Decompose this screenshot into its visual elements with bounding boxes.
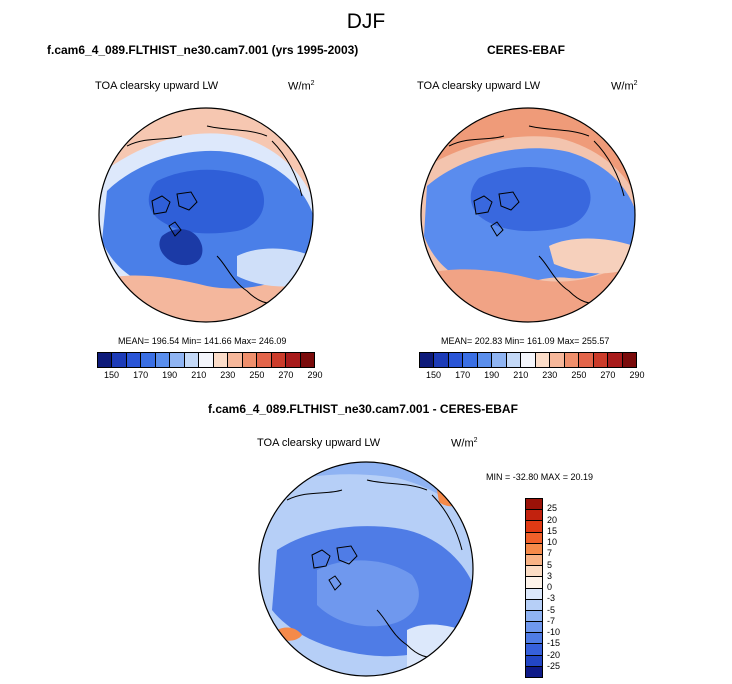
colorbar-swatch	[579, 353, 594, 367]
model-colorbar-ticks: 150 170 190 210 230 250 270 290	[97, 370, 323, 382]
obs-panel-title: CERES-EBAF	[487, 43, 566, 57]
colorbar-swatch	[242, 353, 258, 367]
obs-colorbar-ticks: 150 170 190 210 230 250 270 290	[419, 370, 645, 382]
colorbar-tick-label: 150	[426, 370, 442, 380]
diff-colorbar-ticks: 25 20 15 10 7 5 3 0 -3 -5 -7 -10 -15 -20 -25	[547, 498, 587, 676]
colorbar-tick-label: 15	[547, 525, 558, 536]
colorbar-tick-label: -10	[547, 627, 561, 637]
colorbar-swatch	[526, 633, 542, 645]
colorbar-tick-label: 190	[162, 370, 178, 380]
colorbar-swatch	[526, 521, 542, 533]
colorbar-swatch	[228, 353, 243, 367]
colorbar-tick-label: 210	[191, 370, 207, 380]
colorbar-swatch	[170, 353, 185, 367]
obs-variable-label: TOA clearsky upward LW	[417, 80, 541, 92]
colorbar-swatch	[526, 655, 542, 667]
model-colorbar	[97, 352, 315, 368]
colorbar-swatch	[420, 353, 435, 367]
colorbar-swatch	[199, 353, 214, 367]
colorbar-tick-label: 3	[547, 570, 553, 581]
colorbar-swatch	[155, 353, 171, 367]
colorbar-swatch	[448, 353, 464, 367]
colorbar-tick-label: -5	[547, 604, 556, 615]
colorbar-swatch	[526, 543, 542, 555]
colorbar-swatch	[271, 353, 287, 367]
colorbar-tick-label: 270	[278, 370, 294, 380]
model-polar-map	[98, 107, 314, 323]
model-stats: MEAN= 196.54 Min= 141.66 Max= 246.09	[118, 336, 287, 346]
colorbar-swatch	[526, 666, 542, 677]
colorbar-swatch	[526, 566, 542, 578]
colorbar-swatch	[492, 353, 507, 367]
colorbar-swatch	[477, 353, 493, 367]
colorbar-swatch	[608, 353, 623, 367]
obs-stats: MEAN= 202.83 Min= 161.09 Max= 255.57	[441, 336, 610, 346]
diff-panel-title: f.cam6_4_089.FLTHIST_ne30.cam7.001 - CER…	[208, 402, 518, 416]
colorbar-tick-label: 290	[307, 370, 323, 380]
colorbar-swatch	[535, 353, 551, 367]
model-panel-title: f.cam6_4_089.FLTHIST_ne30.cam7.001 (yrs …	[47, 43, 359, 57]
colorbar-swatch	[526, 599, 542, 611]
colorbar-swatch	[286, 353, 301, 367]
colorbar-tick-label: 0	[547, 582, 553, 592]
colorbar-swatch	[112, 353, 127, 367]
colorbar-swatch	[184, 353, 200, 367]
colorbar-swatch	[141, 353, 156, 367]
diff-polar-map	[258, 461, 474, 677]
model-variable-label: TOA clearsky upward LW	[95, 80, 219, 92]
colorbar-swatch	[521, 353, 536, 367]
colorbar-swatch	[506, 353, 522, 367]
colorbar-swatch	[257, 353, 272, 367]
diff-units-label: W/m2	[451, 437, 478, 450]
obs-polar-map	[420, 107, 636, 323]
colorbar-tick-label: 230	[220, 370, 236, 380]
diff-variable-label: TOA clearsky upward LW	[257, 437, 381, 449]
colorbar-swatch	[526, 622, 542, 634]
figure-title: DJF	[346, 10, 386, 33]
colorbar-swatch	[526, 532, 542, 544]
colorbar-swatch	[463, 353, 478, 367]
colorbar-tick-label: 20	[547, 514, 558, 525]
colorbar-swatch	[526, 510, 542, 522]
colorbar-swatch	[526, 644, 542, 656]
colorbar-swatch	[526, 588, 542, 600]
colorbar-tick-label: 270	[600, 370, 616, 380]
colorbar-swatch	[526, 499, 542, 511]
colorbar-tick-label: 210	[513, 370, 529, 380]
colorbar-tick-label: 250	[571, 370, 587, 380]
colorbar-tick-label: 250	[249, 370, 265, 380]
model-units-label: W/m2	[288, 80, 315, 93]
colorbar-tick-label: -20	[547, 649, 561, 660]
colorbar-swatch	[526, 577, 542, 589]
colorbar-swatch	[434, 353, 449, 367]
colorbar-tick-label: -3	[547, 593, 556, 604]
colorbar-swatch	[550, 353, 565, 367]
colorbar-swatch	[126, 353, 142, 367]
colorbar-swatch	[593, 353, 609, 367]
colorbar-swatch	[300, 353, 315, 367]
colorbar-swatch	[622, 353, 637, 367]
colorbar-tick-label: 170	[455, 370, 471, 380]
obs-units-label: W/m2	[611, 80, 638, 93]
colorbar-tick-label: -15	[547, 638, 561, 649]
colorbar-tick-label: 190	[484, 370, 500, 380]
colorbar-tick-label: 150	[104, 370, 120, 380]
obs-colorbar	[419, 352, 637, 368]
colorbar-tick-label: -25	[547, 660, 561, 671]
colorbar-swatch	[526, 554, 542, 567]
colorbar-swatch	[564, 353, 580, 367]
diff-stats: MIN = -32.80 MAX = 20.19	[486, 472, 594, 482]
colorbar-tick-label: 170	[133, 370, 149, 380]
colorbar-tick-label: 25	[547, 503, 558, 514]
colorbar-tick-label: 290	[629, 370, 645, 380]
colorbar-tick-label: 230	[542, 370, 558, 380]
colorbar-tick-label: -7	[547, 615, 556, 626]
colorbar-tick-label: 7	[547, 548, 553, 559]
colorbar-tick-label: 5	[547, 559, 553, 570]
colorbar-tick-label: 10	[547, 537, 558, 547]
diff-colorbar	[525, 498, 543, 678]
colorbar-swatch	[98, 353, 113, 367]
colorbar-swatch	[213, 353, 229, 367]
colorbar-swatch	[526, 610, 542, 623]
